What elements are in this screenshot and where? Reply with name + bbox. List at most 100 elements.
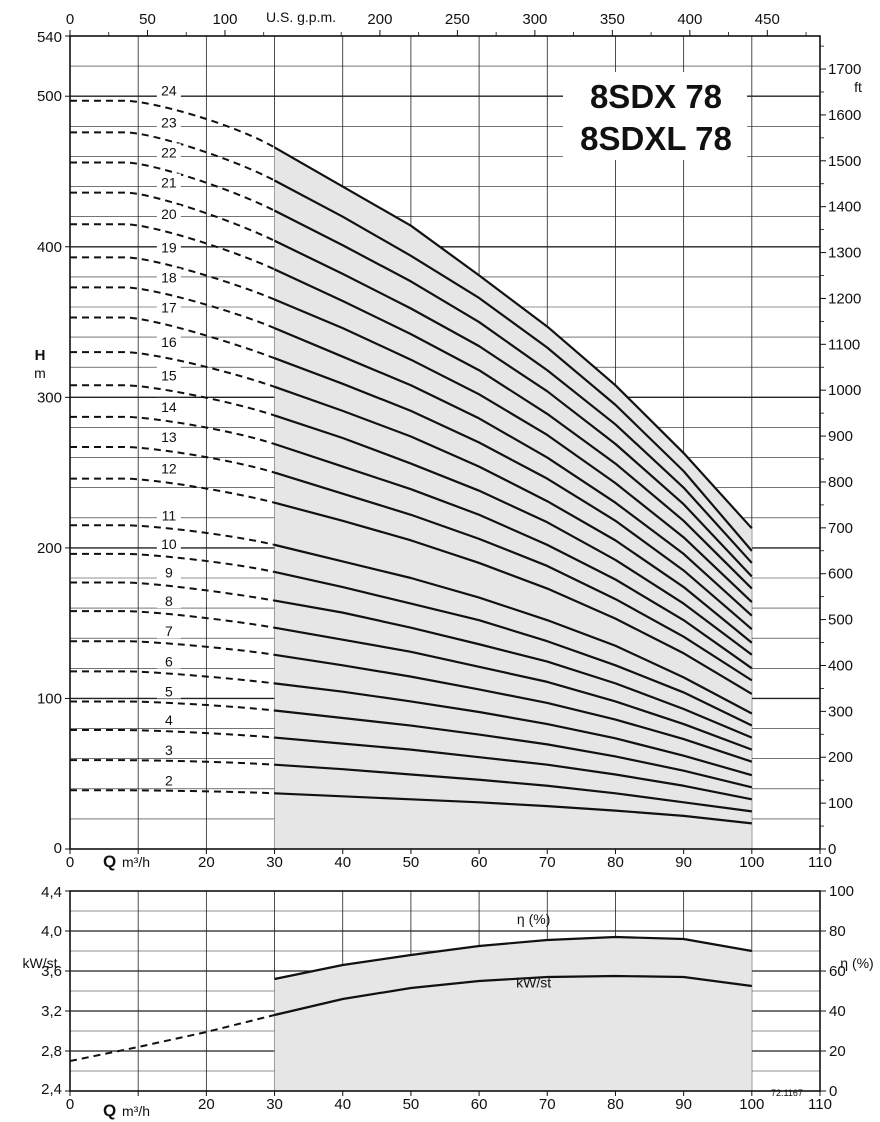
head-curve-label-18: 18 bbox=[161, 269, 177, 285]
x-top-tick-label: 50 bbox=[139, 11, 156, 28]
head-curve-label-14: 14 bbox=[161, 399, 177, 415]
x-tick-label: 20 bbox=[198, 854, 215, 871]
x-top-tick-label: 250 bbox=[445, 11, 470, 28]
y-right-tick-label: 600 bbox=[828, 566, 853, 583]
x-tick-label: 70 bbox=[539, 854, 556, 871]
head-curve-label-19: 19 bbox=[161, 239, 177, 255]
x-tick-label: 80 bbox=[607, 854, 624, 871]
y-right-tick-label: 500 bbox=[828, 612, 853, 629]
y-tick-label: 4,4 bbox=[41, 884, 62, 901]
x-tick-label: 60 bbox=[471, 1096, 488, 1113]
y-right-tick-label: 1500 bbox=[828, 153, 861, 170]
power-operating-range-area bbox=[275, 937, 752, 1091]
y-tick-label: 500 bbox=[37, 88, 62, 105]
x-tick-label: 40 bbox=[334, 854, 351, 871]
y-right-tick-label: 0 bbox=[829, 1083, 837, 1100]
head-curve-label-16: 16 bbox=[161, 334, 177, 350]
power-efficiency-chart: η (%)kW/st 0 20 30 40 50 60 70 80 90 100 1102,42,8… bbox=[23, 883, 874, 1120]
y-tick-label: 200 bbox=[37, 540, 62, 557]
x-tick-label: 40 bbox=[334, 1096, 351, 1113]
y-tick-label: 0 bbox=[54, 840, 62, 857]
head-curve-label-11: 11 bbox=[162, 507, 177, 523]
head-curve-label-12: 12 bbox=[161, 461, 177, 477]
power-x-axis-symbol: Q bbox=[103, 1101, 116, 1120]
efficiency-axis-label: η (%) bbox=[840, 955, 873, 971]
head-curve-label-17: 17 bbox=[161, 300, 177, 316]
x-tick-label: 0 bbox=[66, 1096, 74, 1113]
x-tick-label: 50 bbox=[403, 1096, 420, 1113]
x-top-tick-label: 400 bbox=[677, 11, 702, 28]
x-axis-unit: m³/h bbox=[122, 854, 150, 870]
x-top-tick-label: 200 bbox=[367, 11, 392, 28]
y-right-tick-label: 0 bbox=[828, 841, 836, 858]
y-tick-label: 100 bbox=[37, 690, 62, 707]
head-curve-label-23: 23 bbox=[161, 114, 177, 130]
y-tick-label: 2,4 bbox=[41, 1081, 62, 1098]
head-curve-label-3: 3 bbox=[165, 742, 173, 758]
head-curve-label-2: 2 bbox=[165, 772, 173, 788]
head-curve-label-10: 10 bbox=[161, 536, 177, 552]
y-tick-label: 4,0 bbox=[41, 923, 62, 940]
y-right-tick-label: 1700 bbox=[828, 61, 861, 78]
head-curve-dashed-6 bbox=[70, 671, 275, 683]
x-top-tick-label: 450 bbox=[755, 11, 780, 28]
figure-reference: 72.1167 bbox=[771, 1088, 803, 1098]
x-tick-label: 30 bbox=[266, 854, 283, 871]
head-curve-label-13: 13 bbox=[161, 429, 177, 445]
y-right-tick-label: 900 bbox=[828, 428, 853, 445]
x-top-axis-label: U.S. g.p.m. bbox=[266, 9, 336, 25]
y-tick-label: 400 bbox=[37, 239, 62, 256]
x-top-tick-label: 350 bbox=[600, 11, 625, 28]
head-curve-label-21: 21 bbox=[161, 175, 177, 191]
y-right-tick-label: 100 bbox=[829, 883, 854, 900]
x-tick-label: 70 bbox=[539, 1096, 556, 1113]
power-curve-dashed bbox=[70, 1015, 275, 1061]
y-tick-label: 2,8 bbox=[41, 1043, 62, 1060]
y-right-tick-label: 100 bbox=[828, 795, 853, 812]
x-tick-label: 0 bbox=[66, 854, 74, 871]
head-curve-label-8: 8 bbox=[165, 593, 173, 609]
x-tick-label: 100 bbox=[739, 854, 764, 871]
y-right-tick-label: 1400 bbox=[828, 199, 861, 216]
power-curve-label: kW/st bbox=[516, 975, 551, 991]
y-axis-unit: m bbox=[34, 365, 46, 381]
y-tick-label: 540 bbox=[37, 29, 62, 46]
y-right-axis-unit: ft bbox=[854, 79, 862, 95]
y-tick-label: 300 bbox=[37, 389, 62, 406]
y-right-tick-label: 200 bbox=[828, 749, 853, 766]
y-right-tick-label: 1100 bbox=[828, 336, 860, 353]
y-right-tick-label: 700 bbox=[828, 520, 853, 537]
y-right-tick-label: 800 bbox=[828, 474, 853, 491]
head-curve-label-15: 15 bbox=[161, 367, 177, 383]
head-curve-label-24: 24 bbox=[161, 83, 177, 99]
head-curve-dashed-5 bbox=[70, 701, 275, 710]
y-right-tick-label: 1300 bbox=[828, 245, 861, 262]
head-curve-label-5: 5 bbox=[165, 683, 173, 699]
y-right-tick-label: 20 bbox=[829, 1043, 846, 1060]
y-right-tick-label: 1200 bbox=[828, 290, 861, 307]
x-tick-label: 30 bbox=[266, 1096, 283, 1113]
x-tick-label: 90 bbox=[675, 854, 692, 871]
power-x-axis-unit: m³/h bbox=[122, 1103, 150, 1119]
x-top-tick-label: 100 bbox=[212, 11, 237, 28]
head-curve-dashed-12 bbox=[70, 479, 275, 503]
y-right-tick-label: 80 bbox=[829, 923, 846, 940]
x-tick-label: 50 bbox=[403, 854, 420, 871]
head-curve-dashed-2 bbox=[70, 790, 275, 793]
x-tick-label: 80 bbox=[607, 1096, 624, 1113]
head-curve-label-6: 6 bbox=[165, 653, 173, 669]
power-operating-range-fill bbox=[275, 937, 752, 1091]
y-right-tick-label: 300 bbox=[828, 703, 853, 720]
y-right-tick-label: 1000 bbox=[828, 382, 861, 399]
head-curve-dashed-4 bbox=[70, 730, 275, 738]
y-axis-symbol: H bbox=[35, 347, 46, 364]
y-right-tick-label: 40 bbox=[829, 1003, 846, 1020]
head-curve-label-22: 22 bbox=[161, 144, 177, 160]
head-curve-label-4: 4 bbox=[165, 712, 173, 728]
efficiency-curve-label: η (%) bbox=[517, 911, 550, 927]
chart-title: 8SDX 78 bbox=[590, 78, 722, 115]
head-curve-dashed-3 bbox=[70, 760, 275, 765]
